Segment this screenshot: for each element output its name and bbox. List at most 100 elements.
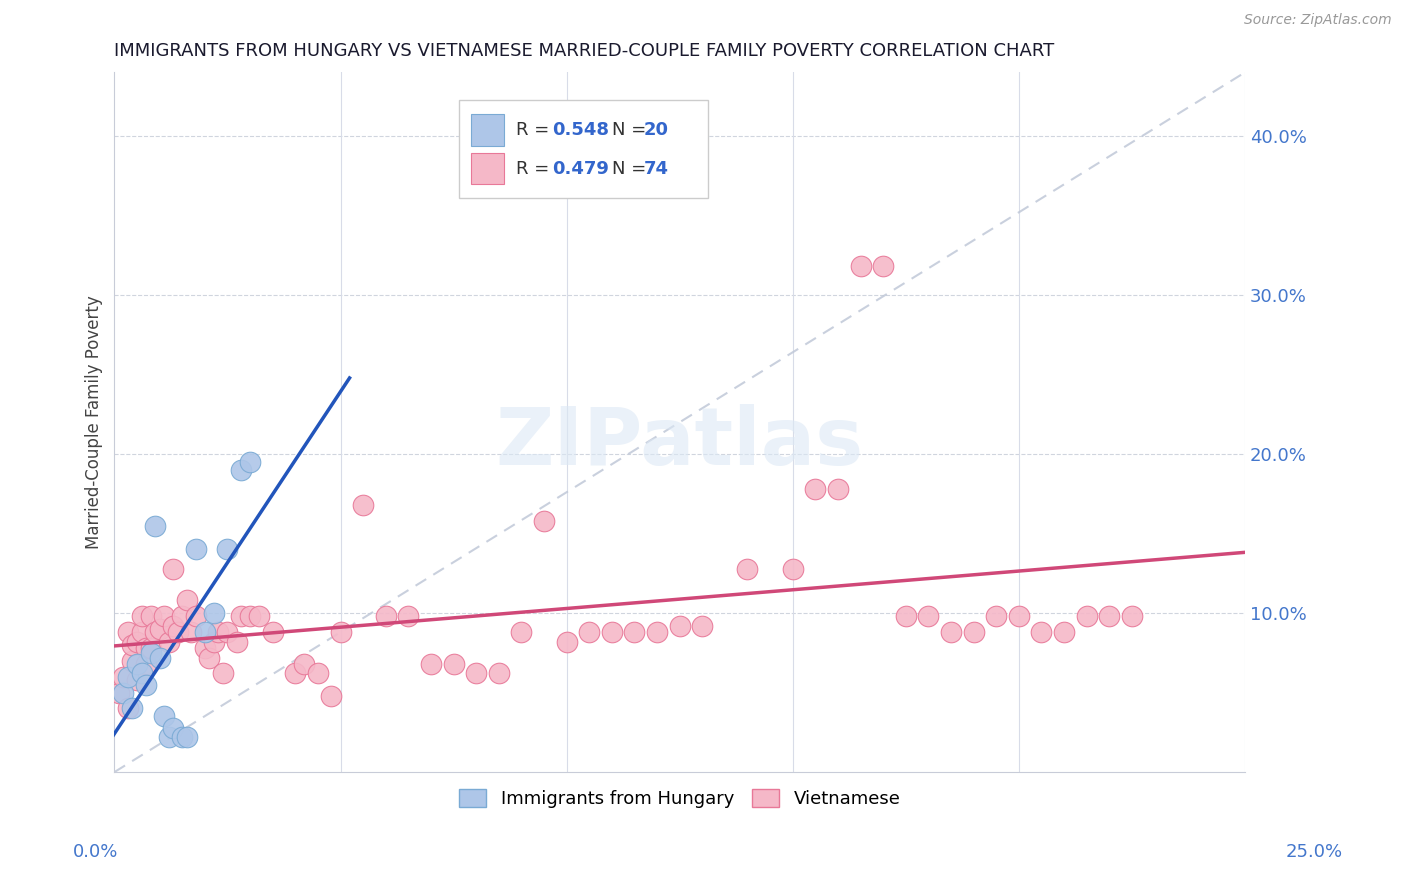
Point (139, 641, 162, 656)
Point (143, 518, 166, 533)
Point (939, 625, 962, 640)
Point (247, 609, 270, 624)
Point (239, 609, 262, 624)
Point (668, 619, 690, 633)
Point (172, 609, 194, 624)
Point (157, 730, 180, 744)
Point (623, 625, 645, 640)
Point (139, 609, 162, 624)
Legend: Immigrants from Hungary, Vietnamese: Immigrants from Hungary, Vietnamese (451, 781, 907, 815)
Point (1053, 625, 1076, 640)
Point (510, 625, 533, 640)
Point (600, 625, 623, 640)
Point (131, 609, 153, 624)
Point (176, 730, 198, 744)
Point (143, 625, 166, 640)
Point (153, 709, 176, 723)
Point (737, 561, 759, 575)
Point (894, 609, 917, 624)
FancyBboxPatch shape (471, 114, 505, 146)
Point (329, 625, 352, 640)
Point (962, 625, 984, 640)
Point (292, 657, 315, 671)
Point (117, 625, 139, 640)
Point (198, 650, 221, 665)
Point (207, 625, 229, 640)
Point (108, 685, 131, 699)
Point (125, 634, 148, 648)
Point (180, 625, 202, 640)
Text: 0.0%: 0.0% (73, 843, 118, 861)
Point (125, 673, 148, 687)
Point (307, 666, 329, 681)
Point (645, 625, 668, 640)
Point (131, 625, 153, 640)
Point (872, 260, 894, 274)
Text: 74: 74 (644, 160, 668, 178)
Text: N =: N = (612, 160, 652, 178)
Point (782, 561, 804, 575)
Text: R =: R = (516, 121, 555, 139)
Point (578, 625, 600, 640)
Point (131, 666, 153, 681)
Point (1121, 609, 1143, 624)
Point (533, 514, 555, 528)
Text: 20: 20 (644, 121, 668, 139)
Point (217, 625, 239, 640)
Point (176, 593, 198, 607)
Point (849, 260, 872, 274)
Text: IMMIGRANTS FROM HUNGARY VS VIETNAMESE MARRIED-COUPLE FAMILY POVERTY CORRELATION : IMMIGRANTS FROM HUNGARY VS VIETNAMESE MA… (114, 42, 1054, 60)
Point (194, 641, 217, 656)
Point (149, 650, 172, 665)
Point (217, 542, 239, 557)
Point (172, 730, 194, 744)
Point (153, 609, 176, 624)
Point (396, 609, 419, 624)
Point (184, 609, 207, 624)
Text: Source: ZipAtlas.com: Source: ZipAtlas.com (1244, 13, 1392, 28)
Point (488, 666, 510, 681)
Point (157, 634, 180, 648)
Point (465, 666, 488, 681)
Text: N =: N = (612, 121, 652, 139)
Point (112, 685, 135, 699)
Point (1076, 609, 1098, 624)
Point (121, 701, 143, 715)
Point (162, 721, 184, 735)
Point (420, 657, 443, 671)
Point (374, 609, 396, 624)
FancyBboxPatch shape (471, 153, 505, 185)
Point (184, 542, 207, 557)
Point (194, 625, 217, 640)
Point (202, 634, 225, 648)
Text: 25.0%: 25.0% (1286, 843, 1343, 861)
Text: 0.479: 0.479 (553, 160, 609, 178)
Point (917, 609, 939, 624)
Point (1098, 609, 1121, 624)
Point (149, 622, 172, 636)
Point (139, 646, 162, 660)
Point (352, 498, 374, 512)
Text: 0.548: 0.548 (553, 121, 609, 139)
Point (117, 701, 139, 715)
Point (986, 609, 1008, 624)
Point (162, 561, 184, 575)
Point (555, 634, 578, 648)
Point (166, 625, 188, 640)
Point (321, 689, 343, 703)
Text: R =: R = (516, 160, 555, 178)
Point (827, 482, 849, 496)
Point (443, 657, 465, 671)
FancyBboxPatch shape (460, 101, 707, 198)
Point (162, 619, 184, 633)
Y-axis label: Married-Couple Family Poverty: Married-Couple Family Poverty (86, 295, 103, 549)
Point (284, 666, 307, 681)
Point (262, 625, 284, 640)
Point (1031, 625, 1053, 640)
Point (1008, 609, 1031, 624)
Text: ZIPatlas: ZIPatlas (495, 404, 863, 483)
Point (121, 638, 143, 652)
Point (121, 654, 143, 668)
Point (212, 666, 235, 681)
Point (135, 657, 157, 671)
